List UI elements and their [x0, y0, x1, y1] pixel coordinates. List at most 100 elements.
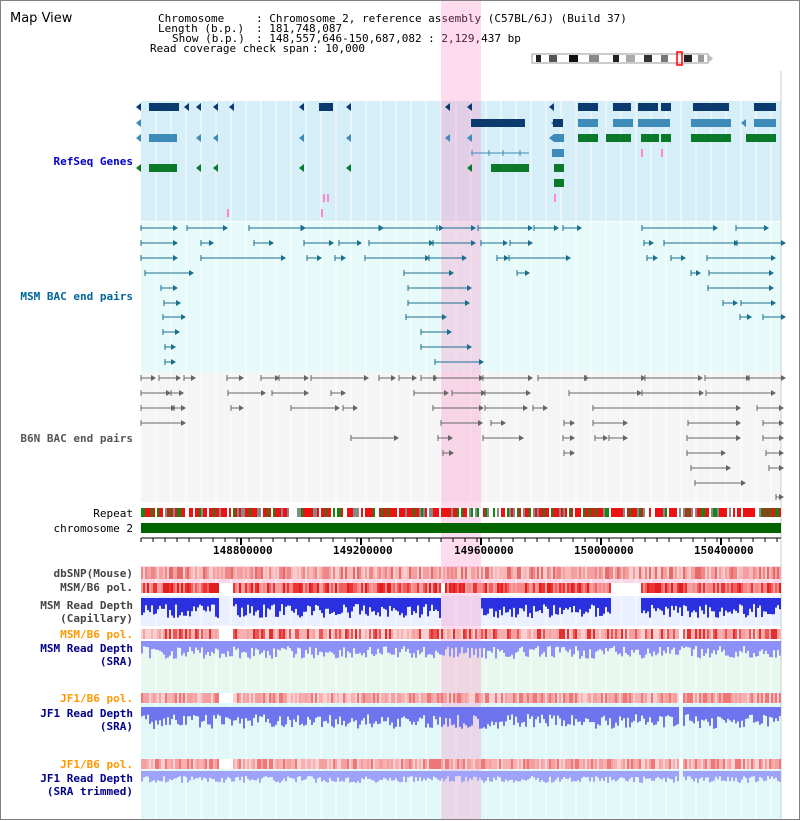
- heat-cell: [207, 629, 209, 639]
- repeat-track[interactable]: [141, 508, 781, 517]
- heat-cell: [769, 583, 771, 593]
- depth-bar: [607, 707, 609, 726]
- heat-cell: [293, 583, 295, 593]
- repeat-segment: [371, 508, 373, 517]
- repeat-segment: [259, 508, 261, 517]
- track-label-jf1-read-depth-trim[interactable]: JF1 Read Depth: [40, 772, 133, 785]
- repeat-segment: [391, 508, 393, 517]
- track-label-repeat[interactable]: Repeat: [93, 507, 133, 520]
- depth-bar: [187, 641, 189, 652]
- track-label-jf1-b6-pol[interactable]: JF1/B6 pol.: [60, 692, 133, 705]
- refseq-gene-features[interactable]: [136, 103, 776, 217]
- depth-bar: [291, 598, 293, 611]
- depth-bar: [189, 771, 191, 781]
- heat-cell: [251, 583, 253, 593]
- heat-cell: [391, 567, 393, 579]
- heat-cell: [659, 583, 661, 593]
- depth-bar: [223, 641, 225, 654]
- heat-cell: [717, 629, 719, 639]
- depth-bar: [407, 771, 409, 778]
- track-label-msm-b6-pol[interactable]: MSM/B6 pol.: [60, 581, 133, 594]
- heat-cell: [595, 693, 597, 703]
- depth-bar: [407, 598, 409, 607]
- heat-cell: [493, 759, 495, 769]
- heat-cell: [527, 693, 529, 703]
- heat-cell: [153, 567, 155, 579]
- heat-cell: [691, 583, 693, 593]
- depth-bar: [727, 598, 729, 613]
- depth-bar: [585, 598, 587, 612]
- depth-bar: [705, 771, 707, 778]
- heat-cell: [387, 583, 389, 593]
- heat-cell: [495, 759, 497, 769]
- heat-cell: [651, 567, 653, 579]
- depth-bar: [383, 771, 385, 778]
- heat-cell: [209, 567, 211, 579]
- depth-bar: [617, 707, 619, 726]
- heat-cell: [565, 629, 567, 639]
- b6n-bac-pair-end: [394, 435, 399, 441]
- heat-cell: [451, 693, 453, 703]
- track-label-jf1-read-depth-sub: (SRA): [99, 720, 133, 733]
- heat-cell: [465, 759, 467, 769]
- heat-cell: [295, 693, 297, 703]
- repeat-segment: [363, 508, 365, 517]
- track-label-jf1-read-depth[interactable]: JF1 Read Depth: [40, 707, 133, 720]
- depth-bar: [397, 771, 399, 782]
- heat-cell: [719, 629, 721, 639]
- heat-cell: [149, 693, 151, 703]
- ideogram-band: [613, 55, 619, 62]
- depth-tracks[interactable]: [141, 598, 781, 783]
- heat-cell: [171, 567, 173, 579]
- repeat-segment: [175, 508, 177, 517]
- depth-bar: [549, 771, 551, 777]
- heat-cell: [203, 629, 205, 639]
- track-label-chromosome[interactable]: chromosome 2: [53, 522, 133, 535]
- repeat-segment: [729, 508, 731, 517]
- repeat-segment: [617, 508, 619, 517]
- heat-cell: [205, 759, 207, 769]
- heat-cell: [259, 629, 261, 639]
- track-label-msm-bac[interactable]: MSM BAC end pairs: [20, 290, 133, 303]
- heat-tracks[interactable]: [141, 567, 781, 769]
- heat-cell: [189, 759, 191, 769]
- track-label-msm-b6-pol-sra[interactable]: MSM/B6 pol.: [60, 628, 133, 641]
- depth-bar: [145, 641, 147, 647]
- repeat-segment: [585, 508, 587, 517]
- depth-bar: [641, 771, 643, 783]
- gene-arrow: [213, 134, 218, 142]
- heat-cell: [495, 629, 497, 639]
- track-label-refseq[interactable]: RefSeq Genes: [53, 155, 133, 168]
- depth-bar: [721, 641, 723, 652]
- chromosome-bar[interactable]: [141, 523, 781, 533]
- heat-cell: [341, 629, 343, 639]
- heat-cell: [779, 583, 781, 593]
- depth-bar: [395, 598, 397, 611]
- depth-bar: [149, 707, 151, 725]
- heat-cell: [673, 759, 675, 769]
- b6n-bac-pairs[interactable]: [140, 375, 786, 500]
- heat-cell: [487, 583, 489, 593]
- depth-bar: [377, 598, 379, 613]
- track-label-msm-read-depth[interactable]: MSM Read Depth: [40, 599, 133, 612]
- msm-bac-pairs[interactable]: [140, 225, 786, 365]
- heat-cell: [259, 583, 261, 593]
- heat-cell: [603, 567, 605, 579]
- track-label-msm-read-depth-sra[interactable]: MSM Read Depth: [40, 642, 133, 655]
- track-label-jf1-b6-pol-2[interactable]: JF1/B6 pol.: [60, 758, 133, 771]
- chromosome-ideogram[interactable]: [531, 51, 713, 66]
- depth-bar: [401, 598, 403, 614]
- heat-cell: [163, 567, 165, 579]
- heat-cell: [405, 629, 407, 639]
- track-label-b6n-bac[interactable]: B6N BAC end pairs: [20, 432, 133, 445]
- depth-bar: [279, 598, 281, 612]
- heat-cell: [777, 759, 779, 769]
- depth-bar: [309, 707, 311, 720]
- heat-cell: [453, 629, 455, 639]
- msm-bac-pair-end: [425, 255, 430, 261]
- track-label-dbsnp[interactable]: dbSNP(Mouse): [53, 567, 133, 580]
- heat-cell: [235, 629, 237, 639]
- heat-cell: [481, 583, 483, 593]
- depth-bar: [475, 771, 477, 777]
